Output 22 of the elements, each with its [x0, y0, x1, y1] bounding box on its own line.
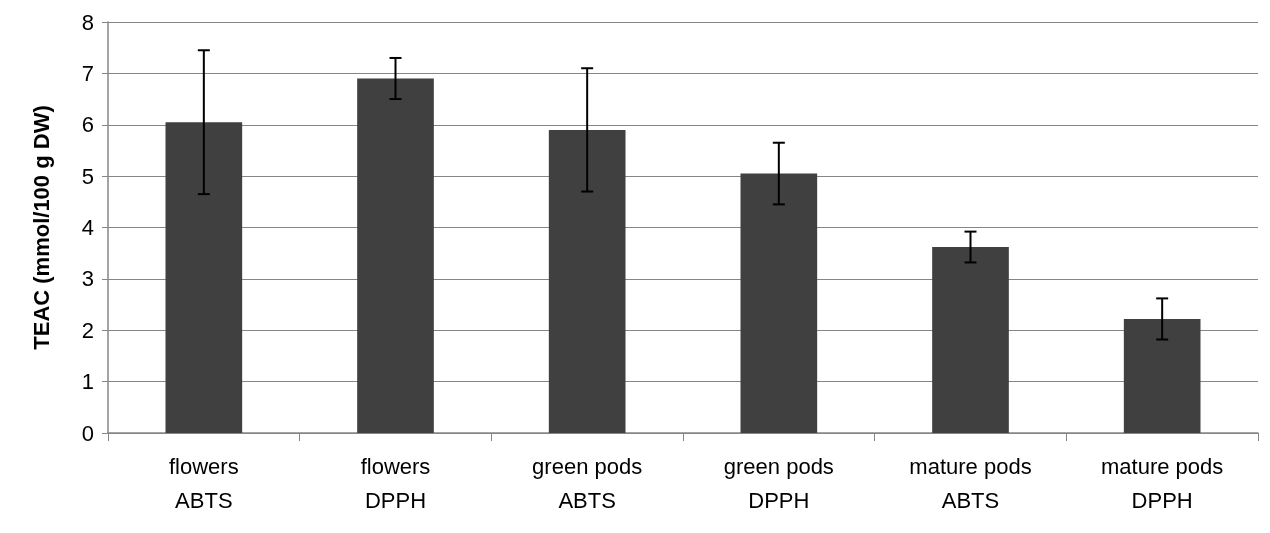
x-tick-label: mature pods ABTS — [909, 453, 1032, 513]
y-tick-label: 5 — [81, 163, 94, 189]
x-tick-label: flowers ABTS — [168, 453, 239, 513]
y-axis-title: TEAC (mmol/100 g DW) — [28, 105, 54, 350]
y-tick-label: 4 — [81, 215, 94, 240]
bar — [548, 129, 626, 433]
bar — [165, 122, 243, 433]
bar — [357, 78, 434, 433]
y-tick-label: 3 — [81, 266, 94, 292]
x-tick-label: mature pods DPPH — [1101, 453, 1224, 513]
x-tick-label: green pods DPPH — [723, 453, 834, 513]
bar — [740, 173, 818, 433]
bar — [1123, 318, 1201, 433]
bar — [932, 247, 1009, 433]
y-tick-label: 7 — [81, 60, 94, 86]
y-tick-label: 0 — [81, 420, 94, 446]
x-tick-label: green pods ABTS — [532, 453, 643, 513]
y-tick-label: 8 — [81, 9, 94, 35]
y-tick-label: 2 — [81, 317, 94, 343]
y-tick-label: 6 — [81, 112, 94, 138]
x-tick-label: flowers DPPH — [360, 453, 431, 513]
y-tick-label: 1 — [81, 369, 94, 395]
